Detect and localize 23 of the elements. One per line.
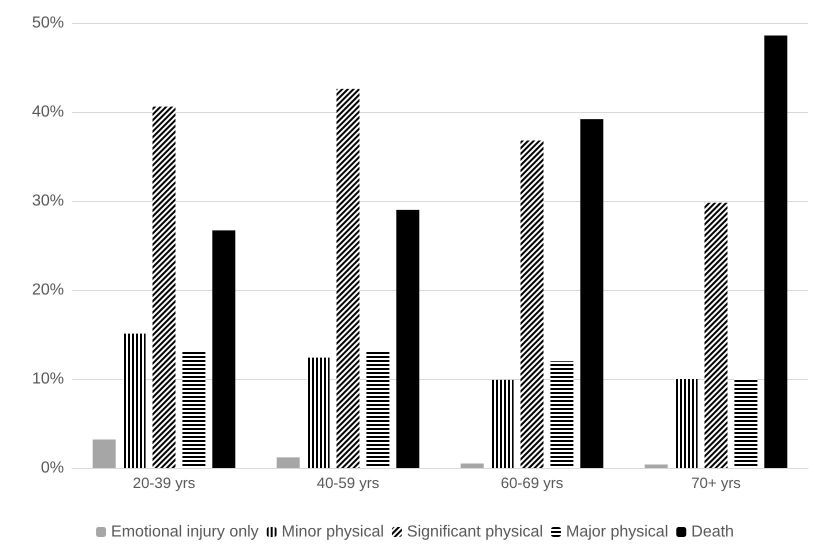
bar (460, 464, 484, 468)
legend-label: Emotional injury only (111, 524, 259, 540)
bar (644, 464, 668, 468)
legend-label: Major physical (566, 524, 668, 540)
y-tick-label: 30% (32, 192, 64, 210)
bar (92, 440, 116, 468)
bar (580, 119, 604, 468)
y-tick-label: 10% (32, 370, 64, 388)
bar (212, 230, 236, 468)
x-tick-label: 70+ yrs (691, 475, 741, 492)
bar (764, 35, 788, 468)
y-tick-label: 20% (32, 282, 64, 298)
y-tick-label: 50% (32, 14, 64, 32)
x-tick-label: 60-69 yrs (500, 475, 564, 492)
y-tick-label: 40% (32, 104, 64, 120)
x-tick-label: 20-39 yrs (132, 475, 196, 492)
legend-label: Death (691, 524, 734, 540)
bar (276, 457, 300, 468)
bar (396, 210, 420, 468)
y-tick-label: 0% (40, 460, 64, 476)
legend-label: Significant physical (406, 524, 544, 540)
legend-label: Minor physical (282, 524, 384, 540)
x-tick-label: 40-59 yrs (316, 475, 380, 492)
